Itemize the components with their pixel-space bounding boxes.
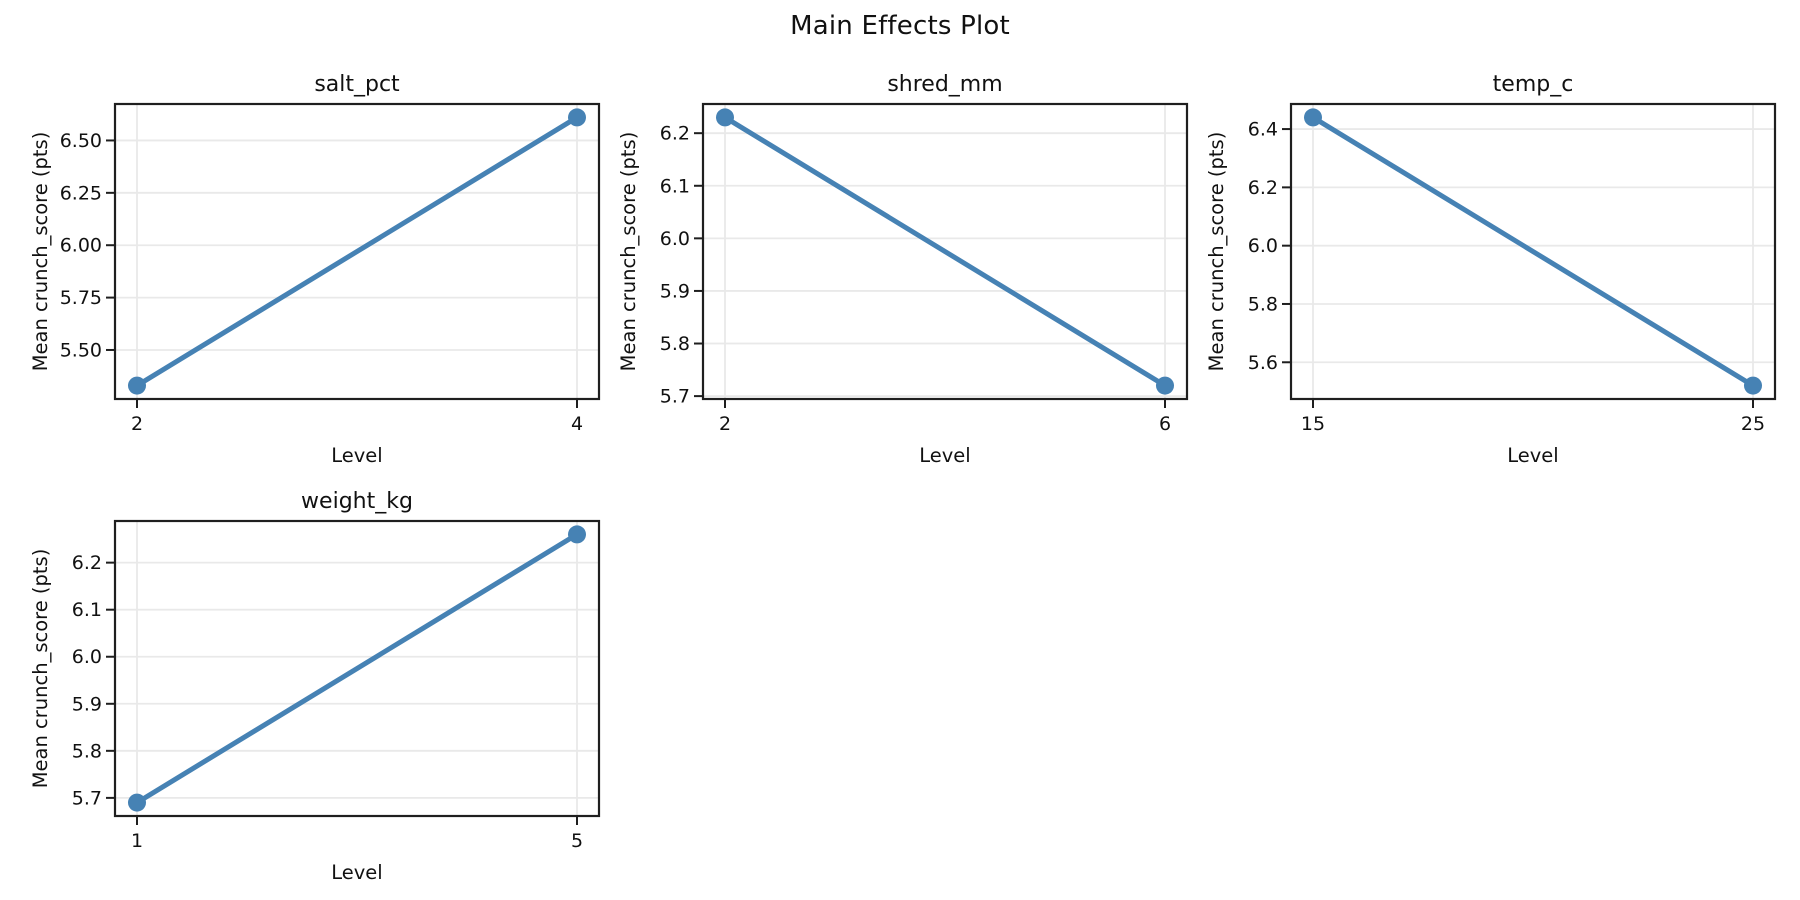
axes-frame [701,102,1189,401]
y-axis-tick-label: 6.1 [660,175,690,197]
x-axis-label: Level [331,444,382,467]
y-axis-tick-label: 6.00 [60,235,102,257]
y-axis-tick-label: 6.2 [660,123,690,145]
data-point-marker [1304,108,1322,127]
y-axis-tick-label: 6.0 [660,228,690,250]
data-point-marker [568,108,586,127]
series-line [722,114,1168,389]
y-axis-tick-label: 5.9 [72,693,102,715]
data-point-marker [1744,376,1762,395]
x-axis-label: Level [331,861,382,884]
series-line [134,531,580,806]
data-point-marker [128,376,146,395]
y-axis-tick-label: 5.6 [1248,352,1278,374]
data-point-marker [716,108,734,127]
x-axis-tick-label: 2 [719,413,731,435]
axes-frame [113,102,601,401]
y-axis-tick-label: 5.8 [72,740,102,762]
y-axis-tick-label: 5.7 [72,787,102,809]
x-axis-tick-label: 15 [1301,413,1325,435]
y-axis-tick-label: 5.8 [660,333,690,355]
y-axis-label: Mean crunch_score (pts) [29,549,52,789]
subplot-title: salt_pct [314,72,400,97]
x-axis-tick-label: 4 [571,413,583,435]
y-axis-tick-label: 6.50 [60,130,102,152]
subplot-title: temp_c [1493,72,1574,97]
y-axis-tick-label: 6.0 [1248,235,1278,257]
data-point-marker [568,525,586,544]
y-axis-label: Mean crunch_score (pts) [29,132,52,372]
series-line [134,114,580,389]
y-axis-tick-label: 5.7 [660,386,690,408]
subplot-title: shred_mm [887,72,1002,97]
subplot-salt_pct: 2 4 5.50 5.75 6.00 6.25 6.50 salt_pct Level Mean … [29,72,601,467]
subplot-weight_kg: 1 5 5.7 5.8 5.9 6.0 6.1 6.2 weight_kg Level Mean c… [29,489,601,884]
axes-frame [113,519,601,818]
data-point-marker [1156,376,1174,395]
x-axis-tick-label: 2 [131,413,143,435]
y-axis-tick-label: 6.1 [72,599,102,621]
y-axis-label: Mean crunch_score (pts) [617,132,640,372]
subplot-temp_c: 15 25 5.6 5.8 6.0 6.2 6.4 temp_c Level Mean crunc… [1205,72,1777,467]
y-axis-tick-label: 5.8 [1248,293,1278,315]
y-axis-tick-label: 5.50 [60,339,102,361]
subplot-title: weight_kg [301,489,413,514]
axes-frame [1289,102,1777,401]
x-axis-label: Level [1507,444,1558,467]
x-axis-tick-label: 6 [1159,413,1171,435]
y-axis-tick-label: 6.2 [1248,177,1278,199]
data-point-marker [128,793,146,812]
y-axis-label: Mean crunch_score (pts) [1205,132,1228,372]
y-axis-tick-label: 5.9 [660,280,690,302]
x-axis-tick-label: 1 [131,830,143,852]
subplot-shred_mm: 2 6 5.7 5.8 5.9 6.0 6.1 6.2 shred_mm Level Mean cr… [617,72,1189,467]
x-axis-tick-label: 5 [571,830,583,852]
figure-title: Main Effects Plot [790,11,1010,41]
series-line [1310,114,1756,389]
x-axis-tick-label: 25 [1741,413,1765,435]
y-axis-tick-label: 6.4 [1248,119,1278,141]
y-axis-tick-label: 6.25 [60,182,102,204]
y-axis-tick-label: 6.2 [72,552,102,574]
y-axis-tick-label: 5.75 [60,287,102,309]
y-axis-tick-label: 6.0 [72,646,102,668]
x-axis-label: Level [919,444,970,467]
